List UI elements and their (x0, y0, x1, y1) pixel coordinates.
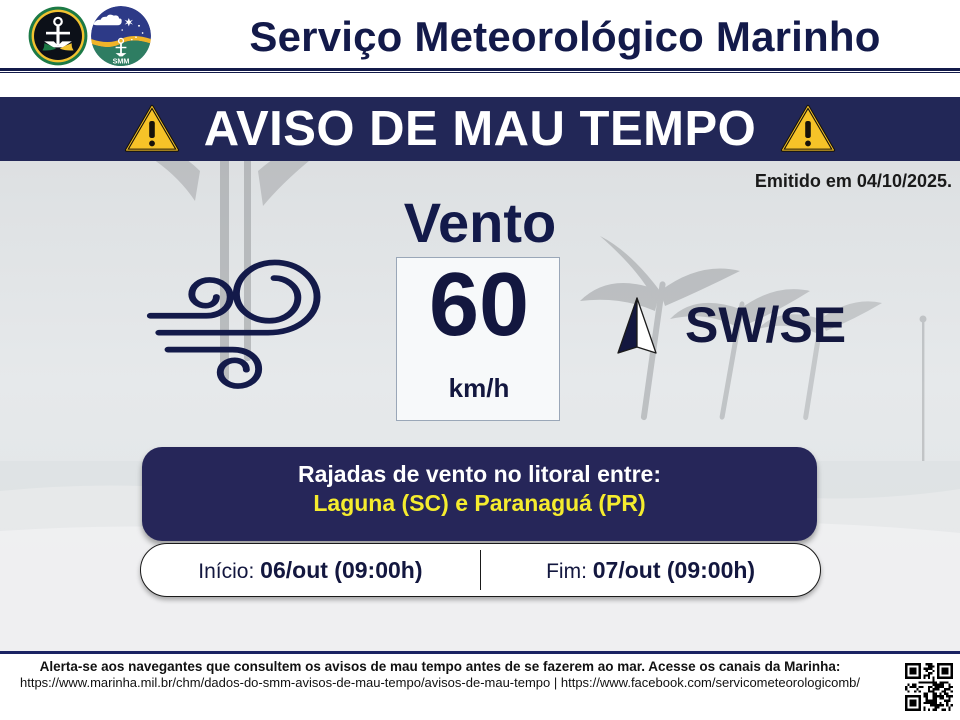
svg-text:SMM: SMM (113, 57, 130, 66)
